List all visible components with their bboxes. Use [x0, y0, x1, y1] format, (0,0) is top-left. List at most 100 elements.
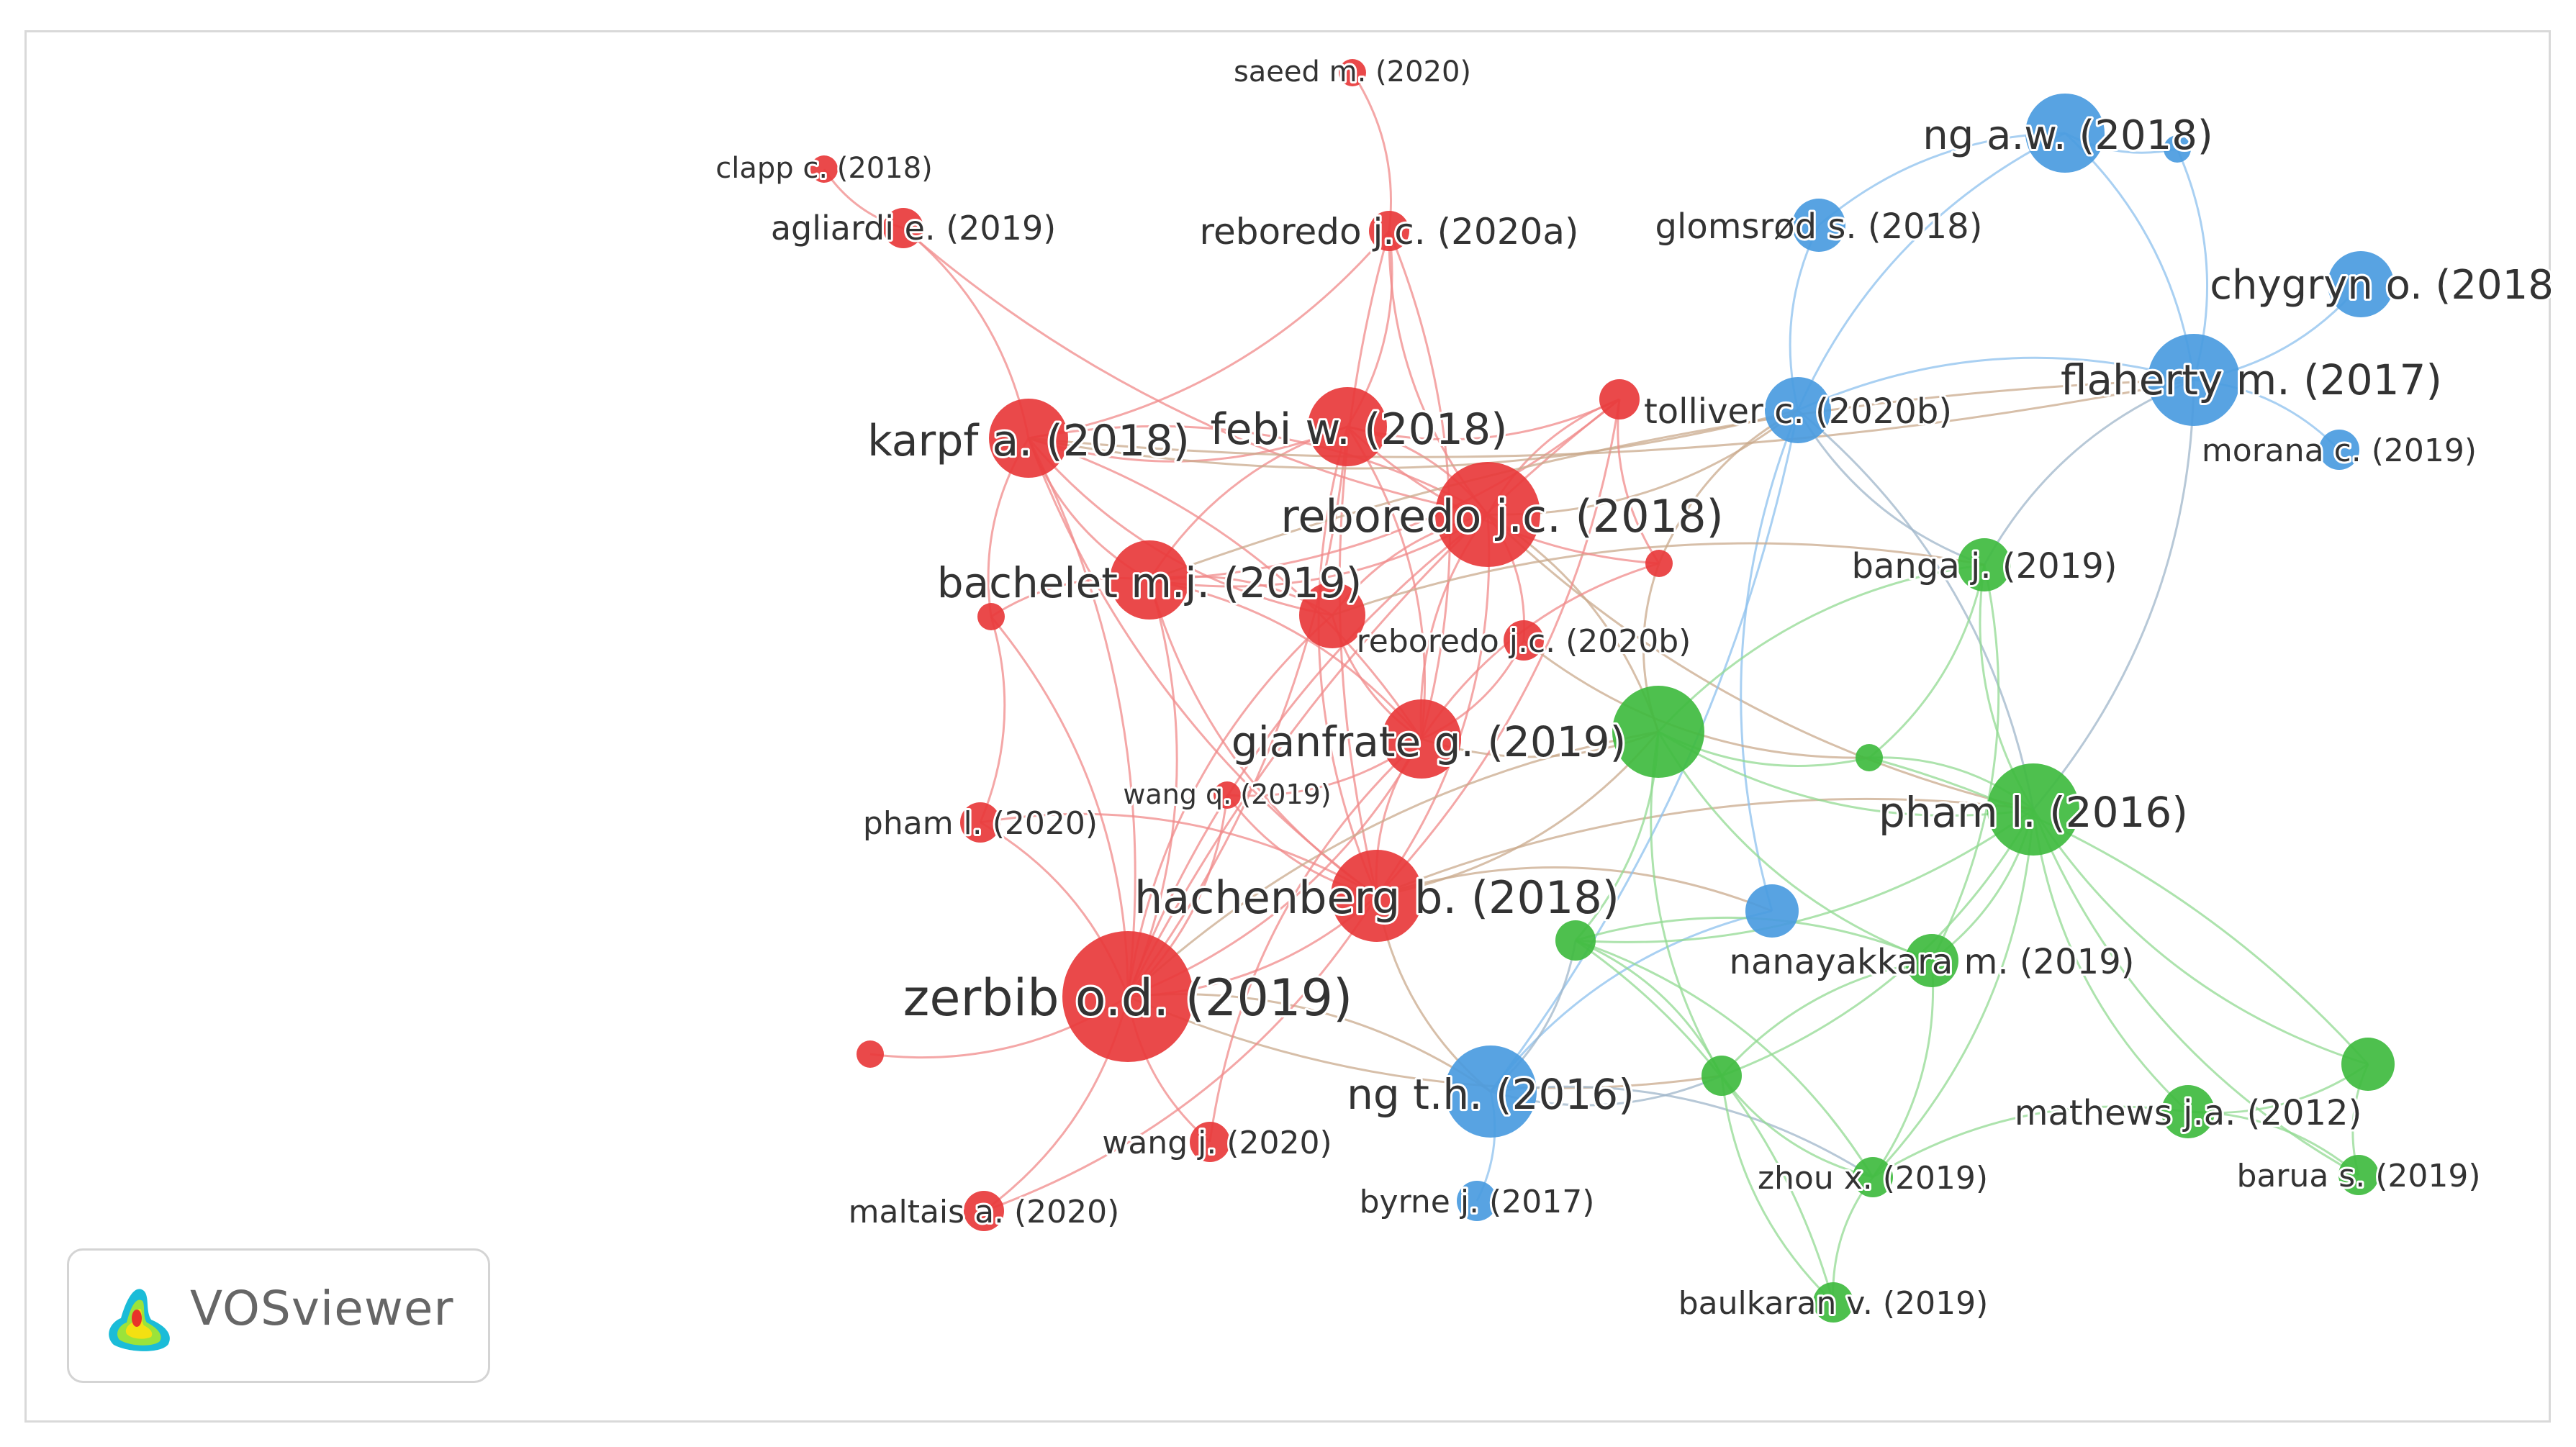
link-tolliver-banga	[1797, 409, 1985, 566]
node-label-wangq[interactable]: wang q. (2019)	[1121, 776, 1333, 812]
node-label-flaherty[interactable]: flaherty m. (2017)	[2058, 353, 2444, 407]
node-ngaw[interactable]	[2025, 94, 2105, 173]
node-febi[interactable]	[1308, 387, 1387, 466]
node-label-reboredo20a[interactable]: reboredo j.c. (2020a)	[1198, 209, 1581, 255]
node-reboredo18[interactable]	[1435, 462, 1540, 567]
node-label-phamL2020[interactable]: pham l. (2020)	[861, 803, 1100, 844]
node-blue_u2[interactable]	[2164, 135, 2191, 163]
node-byrne[interactable]	[1457, 1181, 1497, 1221]
node-barua[interactable]	[2338, 1155, 2379, 1195]
node-wangq[interactable]	[1214, 781, 1241, 809]
node-label-banga[interactable]: banga j. (2019)	[1850, 544, 2120, 589]
node-label-nanayakkara[interactable]: nanayakkara m. (2019)	[1727, 940, 2137, 984]
node-label-zerbib[interactable]: zerbib o.d. (2019)	[901, 966, 1355, 1030]
link-wangj-gianfrate	[1208, 738, 1423, 1143]
node-karpf[interactable]	[989, 399, 1068, 478]
node-saeed[interactable]	[1339, 59, 1366, 86]
node-label-saeed[interactable]: saeed m. (2020)	[1231, 53, 1473, 91]
link-flaherty-bachelet	[1149, 378, 2195, 581]
node-zerbib[interactable]	[1062, 931, 1193, 1062]
node-green_u1[interactable]	[1612, 686, 1704, 778]
node-label-reboredo20b[interactable]: reboredo j.c. (2020b)	[1355, 621, 1694, 662]
node-red_u2[interactable]	[977, 603, 1005, 630]
node-nanayakkara[interactable]	[1905, 934, 1958, 987]
node-label-zhou[interactable]: zhou x. (2019)	[1755, 1158, 1990, 1199]
node-baulkaran[interactable]	[1813, 1282, 1853, 1323]
link-nanayakkara-green_u1	[1657, 731, 1933, 962]
node-phamL2016[interactable]	[1987, 763, 2079, 856]
link-zerbib-green_u3	[1127, 995, 1722, 1089]
node-hachenberg[interactable]	[1331, 850, 1423, 942]
node-label-tolliver[interactable]: tolliver c. (2020b)	[1642, 389, 1954, 434]
node-label-hachenberg[interactable]: hachenberg b. (2018)	[1132, 869, 1622, 926]
node-label-morana[interactable]: morana c. (2019)	[2200, 430, 2479, 471]
link-phamL2016-green_u1	[1658, 730, 2034, 817]
node-green_u4[interactable]	[1555, 920, 1596, 961]
node-label-febi[interactable]: febi w. (2018)	[1208, 402, 1509, 457]
node-label-bachelet[interactable]: bachelet m.j. (2019)	[935, 556, 1364, 609]
node-label-glomsrod[interactable]: glomsrød s. (2018)	[1653, 204, 1985, 249]
node-maltais[interactable]	[964, 1191, 1004, 1231]
node-chygryn[interactable]	[2328, 251, 2394, 317]
link-phamL2016-mathews	[2032, 809, 2189, 1113]
link-banga-nanayakkara	[1930, 564, 2000, 961]
node-red_u5[interactable]	[857, 1040, 884, 1068]
link-agliardi-reboredo18	[903, 227, 1488, 516]
link-flaherty-karpf	[1028, 378, 2195, 458]
link-green_u3-green_u1	[1650, 731, 1723, 1076]
node-label-wangj[interactable]: wang j. (2020)	[1100, 1122, 1334, 1164]
link-bachelet-gianfrate	[1149, 579, 1423, 740]
node-label-maltais[interactable]: maltais a. (2020)	[846, 1192, 1122, 1233]
node-zhou[interactable]	[1853, 1157, 1893, 1197]
node-label-baulkaran[interactable]: baulkaran v. (2019)	[1676, 1283, 1991, 1324]
node-label-barua[interactable]: barua s. (2019)	[2234, 1156, 2482, 1197]
node-tolliver[interactable]	[1765, 377, 1831, 443]
node-label-byrne[interactable]: byrne j. (2017)	[1357, 1181, 1597, 1223]
node-red_u3[interactable]	[1299, 582, 1365, 648]
link-reboredo18-zerbib	[1126, 513, 1488, 997]
node-flaherty[interactable]	[2148, 334, 2240, 426]
node-label-reboredo18[interactable]: reboredo j.c. (2018)	[1278, 488, 1725, 545]
link-febi-hachenberg	[1317, 426, 1378, 897]
node-mathews[interactable]	[2161, 1085, 2215, 1138]
link-reboredo20a-karpf	[1028, 230, 1391, 440]
link-nanayakkara-zhou	[1871, 960, 1935, 1178]
node-label-clapp[interactable]: clapp c. (2018)	[713, 150, 935, 187]
link-hachenberg-green_u1	[1376, 731, 1660, 897]
link-reboredo20a-hachenberg	[1338, 230, 1391, 897]
link-zhou-green_u4	[1575, 939, 1874, 1178]
node-label-ngth[interactable]: ng t.h. (2016)	[1345, 1068, 1637, 1121]
node-label-chygryn[interactable]: chygryn o. (2018)	[2207, 260, 2553, 311]
link-hachenberg-phamL2020	[980, 812, 1378, 897]
node-ngth[interactable]	[1445, 1045, 1537, 1138]
node-green_u5[interactable]	[2341, 1038, 2395, 1091]
network-map[interactable]: saeed m. (2020) clapp c. (2018) agliardi e…	[27, 32, 2553, 1425]
node-bachelet[interactable]	[1110, 540, 1189, 620]
node-label-mathews[interactable]: mathews j.a. (2012)	[2012, 1091, 2364, 1135]
node-label-gianfrate[interactable]: gianfrate g. (2019)	[1229, 715, 1628, 768]
node-red_u1[interactable]	[1599, 379, 1640, 419]
node-clapp[interactable]	[810, 155, 838, 183]
node-green_u3[interactable]	[1701, 1056, 1742, 1096]
node-gianfrate[interactable]	[1382, 699, 1461, 779]
network-canvas[interactable]: saeed m. (2020) clapp c. (2018) agliardi e…	[24, 30, 2553, 1425]
labels-layer: saeed m. (2020) clapp c. (2018) agliardi e…	[713, 53, 2553, 1324]
vosviewer-logo-text: VOSviewer	[190, 1281, 454, 1336]
node-reboredo20b[interactable]	[1504, 620, 1544, 661]
node-glomsrod[interactable]	[1792, 199, 1845, 252]
link-banga-red_u3	[1332, 542, 1985, 617]
node-green_u2[interactable]	[1856, 744, 1883, 771]
node-label-karpf[interactable]: karpf a. (2018)	[865, 414, 1192, 468]
node-morana[interactable]	[2319, 430, 2359, 470]
node-label-agliardi[interactable]: agliardi e. (2019)	[769, 207, 1058, 250]
node-reboredo20a[interactable]	[1369, 211, 1409, 251]
node-label-ngaw[interactable]: ng a.w. (2018)	[1920, 110, 2215, 161]
link-flaherty-phamL2016	[2032, 379, 2195, 810]
node-label-phamL2016[interactable]: pham l. (2016)	[1876, 786, 2190, 839]
node-blue_u1[interactable]	[1745, 884, 1799, 938]
node-red_u4[interactable]	[1645, 550, 1673, 577]
node-phamL2020[interactable]	[960, 802, 1000, 843]
node-agliardi[interactable]	[883, 208, 923, 248]
node-wangj[interactable]	[1190, 1122, 1230, 1162]
node-banga[interactable]	[1958, 538, 2011, 591]
